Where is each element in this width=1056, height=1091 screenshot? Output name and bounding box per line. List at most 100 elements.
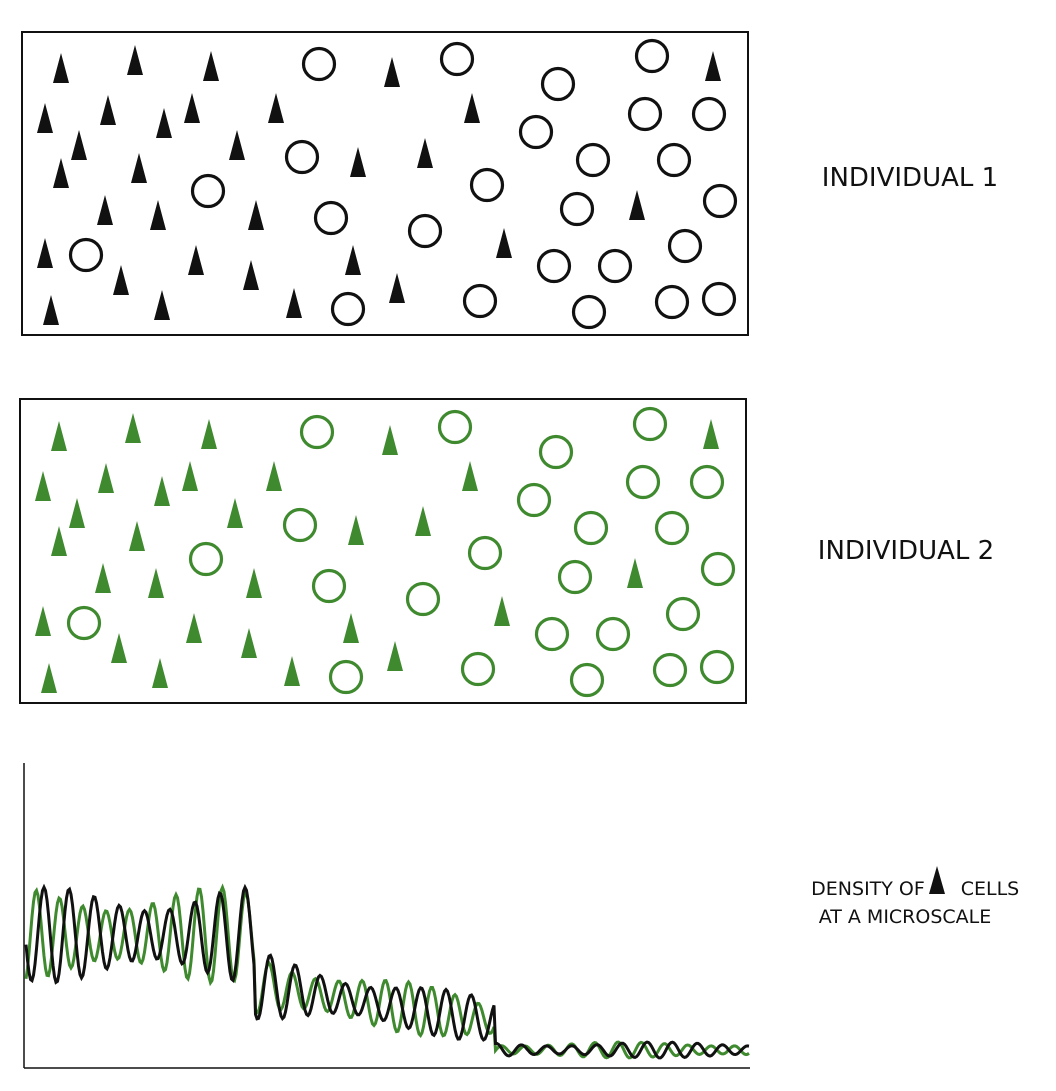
triangle-cell [188,245,204,275]
triangle-cell [343,613,359,643]
triangle-cell [382,425,398,455]
triangle-cell [125,413,141,443]
circle-cell [656,142,692,178]
density-curve [24,883,750,1060]
circle-cell [330,291,366,327]
triangle-cell [703,419,719,449]
circle-cell [597,248,633,284]
triangle-cell [201,419,217,449]
circle-cell [190,173,226,209]
triangle-cell [284,656,300,686]
circle-cell [569,662,605,698]
density-label: DENSITY OF [811,878,925,900]
triangle-cell [41,663,57,693]
triangle-cell [389,273,405,303]
circle-cell [536,248,572,284]
circle-cell [575,142,611,178]
triangle-cell [186,613,202,643]
triangle-cell [705,51,721,81]
density-curve [24,883,750,1060]
circle-cell [689,464,725,500]
circle-cell [702,183,738,219]
triangle-cell [387,641,403,671]
triangle-cell [113,265,129,295]
triangle-cell [100,95,116,125]
triangle-cell [464,93,480,123]
panel-label: INDIVIDUAL 2 [818,536,994,566]
panel-box [21,31,749,336]
triangle-cell [97,195,113,225]
circle-cell [652,652,688,688]
circle-cell [632,406,668,442]
triangle-cell [203,51,219,81]
density-label: CELLS [961,878,1020,900]
triangle-cell [98,463,114,493]
circle-cell [282,507,318,543]
circle-cell [188,541,224,577]
triangle-cell [69,498,85,528]
triangle-cell [494,596,510,626]
triangle-cell [350,147,366,177]
triangle-cell [229,130,245,160]
density-label: AT A MICROSCALE [819,906,992,928]
triangle-cell [496,228,512,258]
triangle-cell [417,138,433,168]
triangle-cell [152,658,168,688]
circle-cell [654,510,690,546]
circle-cell [66,605,102,641]
circle-cell [407,213,443,249]
circle-cell [313,200,349,236]
circle-cell [462,283,498,319]
circle-cell [573,510,609,546]
cells [35,38,738,698]
triangle-cell [348,515,364,545]
circle-cell [516,482,552,518]
circle-cell [68,237,104,273]
triangle-cell [629,190,645,220]
triangle-cell [71,130,87,160]
circle-cell [405,581,441,617]
triangle-cell [182,461,198,491]
circle-cell [559,191,595,227]
triangle-cell [227,498,243,528]
circle-cell [625,464,661,500]
triangle-cell [35,471,51,501]
circle-cell [328,659,364,695]
circle-cell [439,41,475,77]
circle-cell [699,649,735,685]
circle-cell [299,414,335,450]
triangle-cell [154,476,170,506]
triangle-cell [35,606,51,636]
circle-cell [437,409,473,445]
triangle-cell [131,153,147,183]
circle-cell [665,596,701,632]
triangle-cell [248,200,264,230]
triangle-cell [148,568,164,598]
triangle-cell [51,421,67,451]
triangle-cell [384,57,400,87]
circle-cell [701,281,737,317]
triangle-cell [184,93,200,123]
circle-cell [700,551,736,587]
triangle-cell [156,108,172,138]
circle-cell [595,616,631,652]
circle-cell [654,284,690,320]
circle-cell [691,96,727,132]
triangle-cell [129,521,145,551]
circle-cell [518,114,554,150]
density-curves [24,883,750,1060]
triangle-cell [345,245,361,275]
panel-box [19,398,747,704]
triangle-cell [286,288,302,318]
triangle-cell [150,200,166,230]
triangle-cell [243,260,259,290]
triangle-cell [53,53,69,83]
triangle-cell [51,526,67,556]
triangle-cell [241,628,257,658]
circle-cell [284,139,320,175]
triangle-cell [268,93,284,123]
triangle-cell [462,461,478,491]
circle-cell [540,66,576,102]
circle-cell [469,167,505,203]
